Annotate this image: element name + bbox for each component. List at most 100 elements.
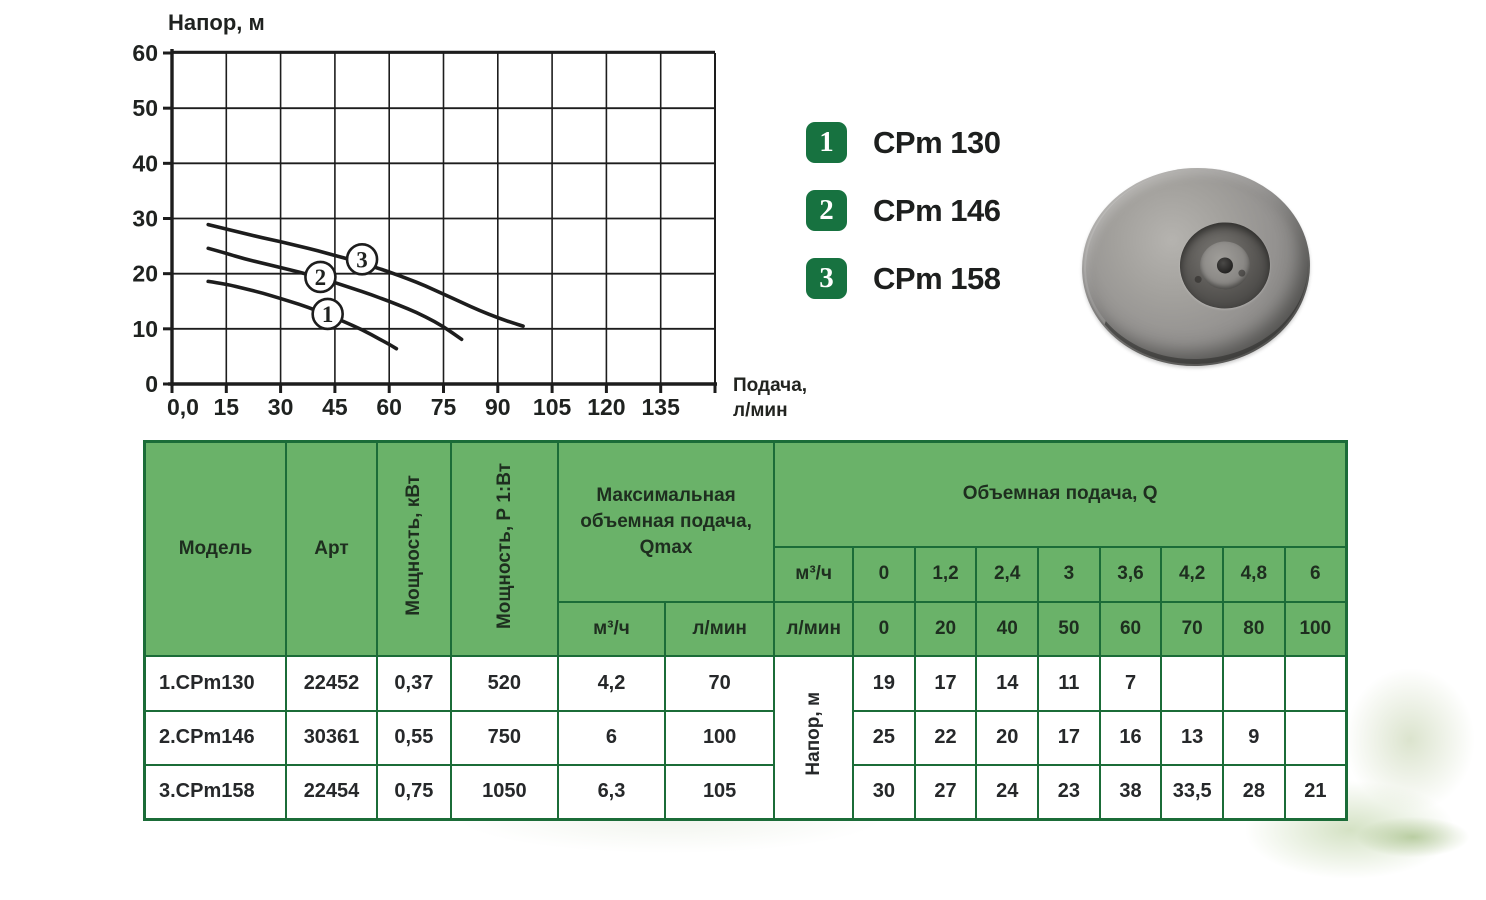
svg-text:120: 120 (587, 394, 625, 420)
q-m3h-value: 6 (1283, 545, 1348, 603)
cell-kw: 0,75 (375, 763, 452, 821)
curve-marker-3: 3 (345, 243, 379, 276)
svg-text:Напор, м: Напор, м (168, 10, 265, 35)
cell-art: 22452 (285, 654, 378, 712)
cell-head: 20 (975, 709, 1040, 766)
legend-item-cpm130: 1 CPm 130 (806, 122, 1001, 163)
unit-lmin: л/мин (773, 600, 855, 657)
pump-curve-1 (206, 279, 399, 351)
unit-m3h: м³/ч (773, 545, 855, 603)
q-lmin-value: 100 (1283, 600, 1348, 657)
cell-qmax-m3h: 6,3 (556, 763, 667, 821)
svg-text:75: 75 (431, 394, 457, 420)
cell-qmax-lmin: 105 (664, 763, 776, 821)
legend-number-badge: 3 (806, 258, 847, 299)
q-m3h-value: 4,2 (1160, 545, 1224, 603)
svg-text:60: 60 (132, 40, 158, 66)
impeller-bolt-dot (1194, 275, 1202, 284)
q-lmin-value: 40 (975, 600, 1040, 657)
svg-text:3: 3 (356, 247, 368, 272)
svg-text:2: 2 (315, 265, 327, 290)
cell-head: 16 (1098, 709, 1163, 766)
q-m3h-value: 4,8 (1222, 545, 1286, 603)
head-row-label: Напор, м (773, 654, 855, 821)
cell-head: 27 (913, 763, 978, 821)
svg-text:20: 20 (132, 261, 158, 287)
cell-qmax-lmin: 70 (664, 654, 776, 712)
col-header-power-kw: Мощность, кВт (375, 440, 452, 657)
q-m3h-value: 3,6 (1098, 545, 1163, 603)
svg-text:0,0: 0,0 (167, 394, 199, 420)
cell-head: 30 (852, 763, 916, 821)
q-lmin-value: 60 (1098, 600, 1163, 657)
y-axis-title: Напор, м (168, 10, 265, 35)
curve-legend: 1 CPm 130 2 CPm 146 3 CPm 158 (806, 122, 1001, 326)
col-header-model: Модель (143, 440, 288, 657)
q-lmin-value: 20 (913, 600, 978, 657)
cell-model: 1.CPm130 (143, 654, 288, 712)
svg-text:90: 90 (485, 394, 511, 420)
chart-grid (171, 50, 716, 385)
cell-art: 22454 (285, 763, 378, 821)
qmax-unit-m3h: м³/ч (556, 600, 667, 657)
cell-head: 33,5 (1160, 763, 1224, 821)
cell-qmax-m3h: 6 (556, 709, 667, 766)
impeller-hub (1198, 240, 1252, 291)
svg-text:30: 30 (268, 394, 294, 420)
curve-marker-1: 1 (311, 297, 344, 331)
cell-head: 13 (1160, 709, 1224, 766)
q-lmin-value: 50 (1037, 600, 1101, 657)
pump-curve-2 (206, 246, 464, 342)
legend-number-badge: 1 (806, 122, 847, 163)
svg-text:135: 135 (642, 394, 681, 420)
q-m3h-value: 1,2 (913, 545, 978, 603)
cell-head: 19 (852, 654, 916, 712)
legend-label: CPm 130 (873, 124, 1001, 160)
cell-head: 24 (975, 763, 1040, 821)
col-header-art: Арт (285, 440, 378, 657)
cell-head: 38 (1098, 763, 1163, 821)
cell-head: 7 (1098, 654, 1163, 712)
cell-head: 14 (975, 654, 1040, 712)
cell-head: 22 (913, 709, 978, 766)
pump-curve-3 (206, 222, 525, 328)
legend-item-cpm158: 3 CPm 158 (806, 258, 1001, 299)
cell-head: 28 (1222, 763, 1286, 821)
cell-head: 21 (1283, 763, 1348, 821)
cell-qmax-lmin: 100 (664, 709, 776, 766)
cell-head (1283, 709, 1348, 766)
svg-text:45: 45 (322, 394, 348, 420)
q-lmin-value: 80 (1222, 600, 1286, 657)
cell-head: 17 (1037, 709, 1101, 766)
svg-text:60: 60 (376, 394, 402, 420)
svg-text:1: 1 (322, 302, 334, 327)
legend-number-badge: 2 (806, 190, 847, 231)
cell-head: 11 (1037, 654, 1101, 712)
q-m3h-value: 2,4 (975, 545, 1040, 603)
cell-p1: 750 (449, 709, 559, 766)
cell-model: 2.CPm146 (143, 709, 288, 766)
cell-head: 23 (1037, 763, 1101, 821)
q-m3h-value: 3 (1037, 545, 1101, 603)
svg-text:105: 105 (533, 394, 572, 420)
q-m3h-value: 0 (852, 545, 916, 603)
pump-impeller-photo (1076, 162, 1316, 372)
pump-curves-chart: Напор, м 0 10 20 30 40 50 60 0,0 15 30 45 60 75 90 105 1… (132, 10, 717, 420)
cell-head: 25 (852, 709, 916, 766)
cell-head (1160, 654, 1224, 712)
cell-art: 30361 (285, 709, 378, 766)
qmax-unit-lmin: л/мин (664, 600, 776, 657)
q-lmin-value: 70 (1160, 600, 1224, 657)
legend-label: CPm 158 (873, 260, 1001, 296)
cell-head (1283, 654, 1348, 712)
col-header-qmax: Максимальная объемная подача, Qmax (556, 440, 776, 603)
col-header-power-p1: Мощность, Р 1:Вт (449, 440, 559, 657)
curve-marker-2: 2 (304, 260, 337, 294)
cell-qmax-m3h: 4,2 (556, 654, 667, 712)
cell-kw: 0,37 (375, 654, 452, 712)
spec-table: Модель Арт Мощность, кВт Мощность, Р 1:В… (143, 440, 1348, 821)
legend-label: CPm 146 (873, 192, 1001, 228)
svg-text:0: 0 (145, 371, 158, 397)
cell-head (1222, 654, 1286, 712)
legend-item-cpm146: 2 CPm 146 (806, 190, 1001, 231)
